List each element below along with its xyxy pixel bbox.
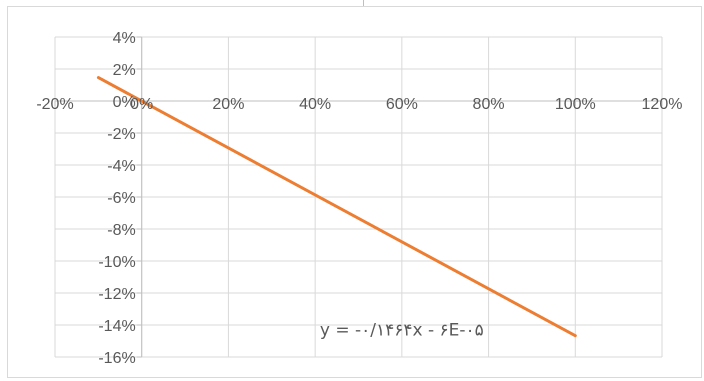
trend-line bbox=[96, 76, 577, 338]
annotations: y = -۰/۱۴۶۴x - ۶E-۰۵ bbox=[320, 320, 484, 340]
x-tick-label: 80% bbox=[473, 96, 505, 113]
tick-labels: -20% 0% 20% 40% 60% 80% 100% 120% 4% 2% 0% -2% -4% -6… bbox=[36, 30, 682, 367]
y-tick-label: 4% bbox=[113, 30, 136, 47]
x-tick-label: -20% bbox=[36, 96, 73, 113]
y-tick-label: 2% bbox=[113, 62, 136, 79]
x-tick-label: 60% bbox=[386, 96, 418, 113]
trendline-equation: y = -۰/۱۴۶۴x - ۶E-۰۵ bbox=[320, 320, 484, 340]
y-tick-label: -4% bbox=[107, 158, 135, 175]
x-tick-label: 100% bbox=[555, 96, 596, 113]
y-tick-label: -2% bbox=[107, 126, 135, 143]
y-tick-label: -8% bbox=[107, 222, 135, 239]
y-tick-label: -6% bbox=[107, 190, 135, 207]
grid-lines bbox=[54, 36, 663, 358]
x-tick-label: 20% bbox=[212, 96, 244, 113]
y-tick-label: -12% bbox=[98, 286, 135, 303]
y-tick-label: -14% bbox=[98, 318, 135, 335]
y-tick-label: -16% bbox=[98, 350, 135, 367]
y-tick-label: 0% bbox=[113, 94, 136, 111]
axes bbox=[54, 36, 663, 358]
y-tick-label: -10% bbox=[98, 254, 135, 271]
chart-area bbox=[7, 6, 702, 378]
series-layer bbox=[96, 76, 577, 338]
x-tick-label: 120% bbox=[642, 96, 683, 113]
x-tick-label: 0% bbox=[130, 96, 153, 113]
top-tick-mark bbox=[363, 0, 364, 6]
x-tick-label: 40% bbox=[299, 96, 331, 113]
